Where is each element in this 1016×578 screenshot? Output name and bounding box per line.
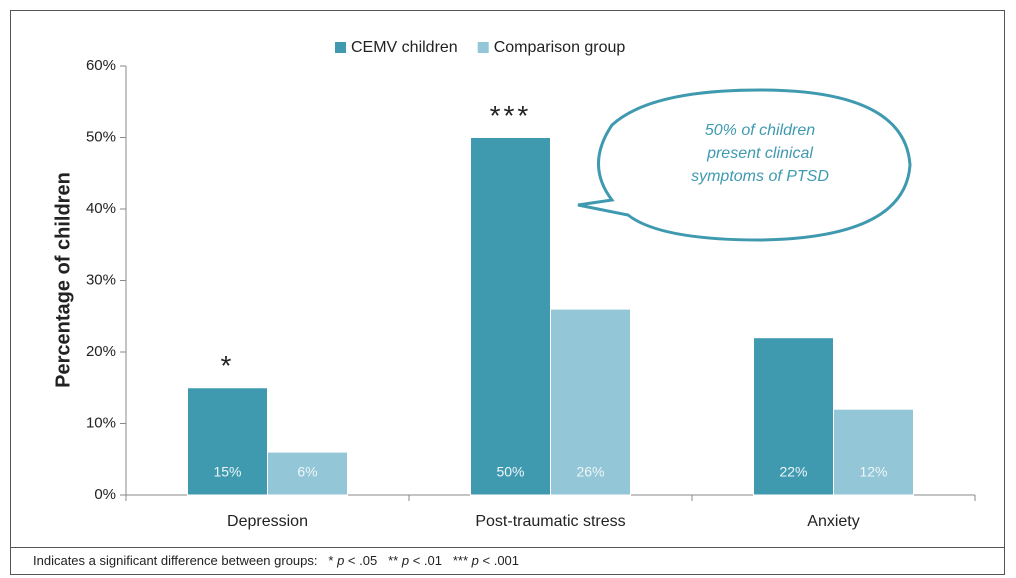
callout-text: present clinical [706,145,813,162]
value-label: 50% [496,464,524,480]
value-label: 6% [297,464,317,480]
footnote-part: *** [453,553,468,568]
y-tick-label: 40% [86,200,116,217]
y-tick-label: 20% [86,343,116,360]
footnote-part: p [401,553,409,568]
footnote-part: * [328,553,333,568]
y-axis-label: Percentage of children [52,172,74,388]
legend-swatch [335,42,346,53]
callout-text: 50% of children [705,122,815,139]
bar [470,137,551,496]
bar [833,408,914,496]
value-label: 12% [859,464,887,480]
y-tick-label: 0% [94,486,116,503]
bar [267,451,348,496]
footnote: Indicates a significant difference betwe… [33,553,519,568]
footnote-part: < .05 [348,553,377,568]
x-tick-label: Post-traumatic stress [475,513,625,530]
value-label: 22% [779,464,807,480]
bar [187,387,268,496]
significance-mark: *** [490,100,532,131]
footnote-part: p [471,553,479,568]
legend-label: Comparison group [494,39,626,56]
callout-bubble [577,88,912,242]
footnote-part: ** [388,553,398,568]
footnote-part: < .01 [413,553,442,568]
value-label: 15% [213,464,241,480]
y-tick-label: 30% [86,271,116,288]
x-tick-label: Depression [227,513,308,530]
bar [550,308,631,496]
y-tick-label: 10% [86,414,116,431]
callout-text: symptoms of PTSD [691,168,829,185]
footnote-part: Indicates a significant difference betwe… [33,553,318,568]
legend-swatch [477,42,489,53]
x-tick-label: Anxiety [807,513,859,530]
footnote-part: p [336,553,344,568]
footnote-part: < .001 [483,553,520,568]
y-tick-label: 50% [86,128,116,145]
legend-label: CEMV children [351,39,458,56]
value-label: 26% [576,464,604,480]
bar [753,337,834,496]
y-tick-label: 60% [86,57,116,74]
significance-mark: * [221,350,235,381]
